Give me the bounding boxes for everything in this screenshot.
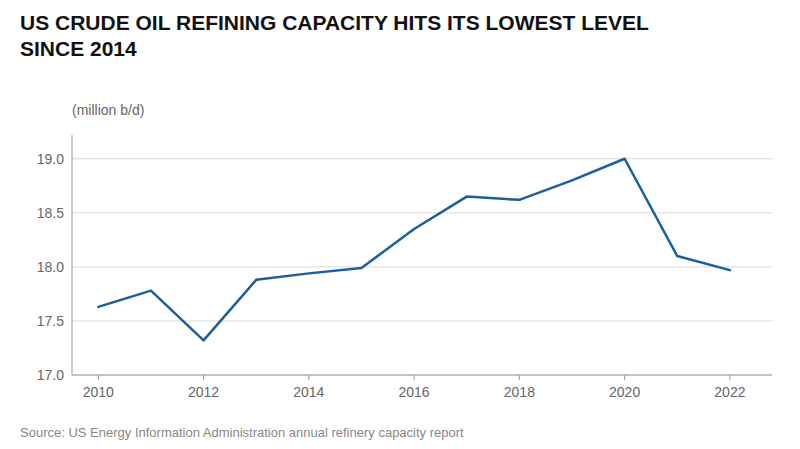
x-tick <box>203 375 204 380</box>
x-tick <box>308 375 309 380</box>
x-axis-line <box>72 375 772 376</box>
y-tick-label: 17.5 <box>37 313 64 329</box>
source-note: Source: US Energy Information Administra… <box>20 425 464 440</box>
data-area <box>98 159 730 341</box>
x-tick <box>519 375 520 380</box>
x-tick-label: 2012 <box>188 384 219 400</box>
x-tick <box>414 375 415 380</box>
chart-container: US CRUDE OIL REFINING CAPACITY HITS ITS … <box>0 0 800 449</box>
y-axis-line <box>72 135 73 375</box>
chart: US CRUDE OIL REFINING CAPACITY HITS ITS … <box>0 0 800 449</box>
line <box>98 159 730 341</box>
grid-line <box>72 320 772 321</box>
subtitle: (million b/d) <box>72 102 144 118</box>
x-tick-label: 2020 <box>609 384 640 400</box>
x-tick <box>729 375 730 380</box>
grid-line <box>72 375 772 376</box>
y-tick-label: 19.0 <box>37 151 64 167</box>
grid-line <box>72 266 772 267</box>
grid-line <box>72 212 772 213</box>
x-tick <box>624 375 625 380</box>
y-tick-label: 17.0 <box>37 367 64 383</box>
x-tick-label: 2010 <box>83 384 114 400</box>
x-tick <box>98 375 99 380</box>
title-line: US CRUDE OIL REFINING CAPACITY HITS ITS … <box>20 11 649 34</box>
x-tick-label: 2014 <box>293 384 324 400</box>
grid <box>72 159 772 375</box>
x-tick-label: 2016 <box>399 384 430 400</box>
y-tick-label: 18.5 <box>37 205 64 221</box>
title-line: SINCE 2014 <box>20 37 137 60</box>
x-tick-label: 2018 <box>504 384 535 400</box>
grid-line <box>72 158 772 159</box>
x-tick-label: 2022 <box>714 384 745 400</box>
background <box>0 0 800 449</box>
title: US CRUDE OIL REFINING CAPACITY HITS ITS … <box>20 11 649 60</box>
y-tick-label: 18.0 <box>37 259 64 275</box>
